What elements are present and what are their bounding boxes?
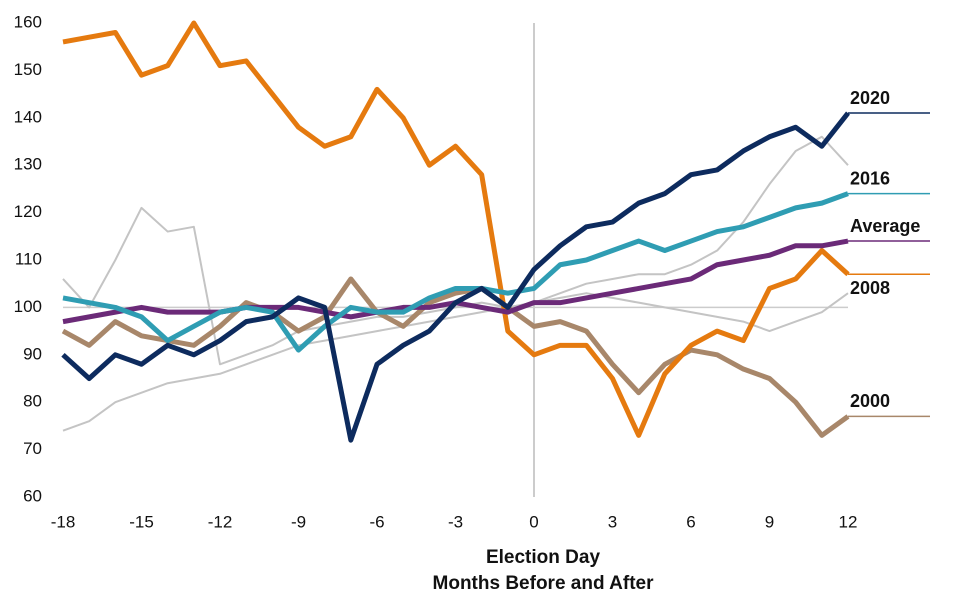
series-line <box>61 111 850 443</box>
x-tick-label: -12 <box>208 512 233 531</box>
series-line <box>62 238 849 325</box>
x-tick-label: -6 <box>369 512 384 531</box>
background-line <box>62 135 849 366</box>
y-tick-label: 120 <box>14 202 42 221</box>
x-tick-label: -9 <box>291 512 306 531</box>
series-label: 2008 <box>850 278 890 298</box>
y-tick-label: 150 <box>14 60 42 79</box>
y-tick-label: 140 <box>14 107 42 126</box>
series-label: Average <box>850 216 920 236</box>
y-tick-label: 70 <box>23 439 42 458</box>
y-tick-label: 100 <box>14 297 42 316</box>
x-tick-label: -15 <box>129 512 154 531</box>
series-line <box>61 276 850 438</box>
series-line <box>62 191 849 353</box>
series-line <box>62 20 850 438</box>
y-tick-label: 110 <box>15 249 42 268</box>
x-tick-label: -3 <box>448 512 463 531</box>
x-tick-label: 6 <box>686 512 695 531</box>
y-tick-label: 130 <box>14 155 42 174</box>
x-tick-label: -18 <box>51 512 76 531</box>
y-tick-label: 90 <box>23 344 42 363</box>
series-label: 2020 <box>850 88 890 108</box>
x-tick-label: 9 <box>765 512 774 531</box>
y-tick-label: 60 <box>23 486 42 505</box>
background-line <box>62 292 849 432</box>
series-label: 2000 <box>850 391 890 411</box>
x-tick-label: 0 <box>529 512 538 531</box>
y-tick-label: 160 <box>14 12 42 31</box>
series-label: 2016 <box>850 168 890 188</box>
x-tick-label: 12 <box>839 512 858 531</box>
x-tick-label: 3 <box>608 512 617 531</box>
x-axis-label: Months Before and After <box>433 573 655 594</box>
y-tick-label: 80 <box>23 392 42 411</box>
x-axis-label: Election Day <box>486 547 600 568</box>
